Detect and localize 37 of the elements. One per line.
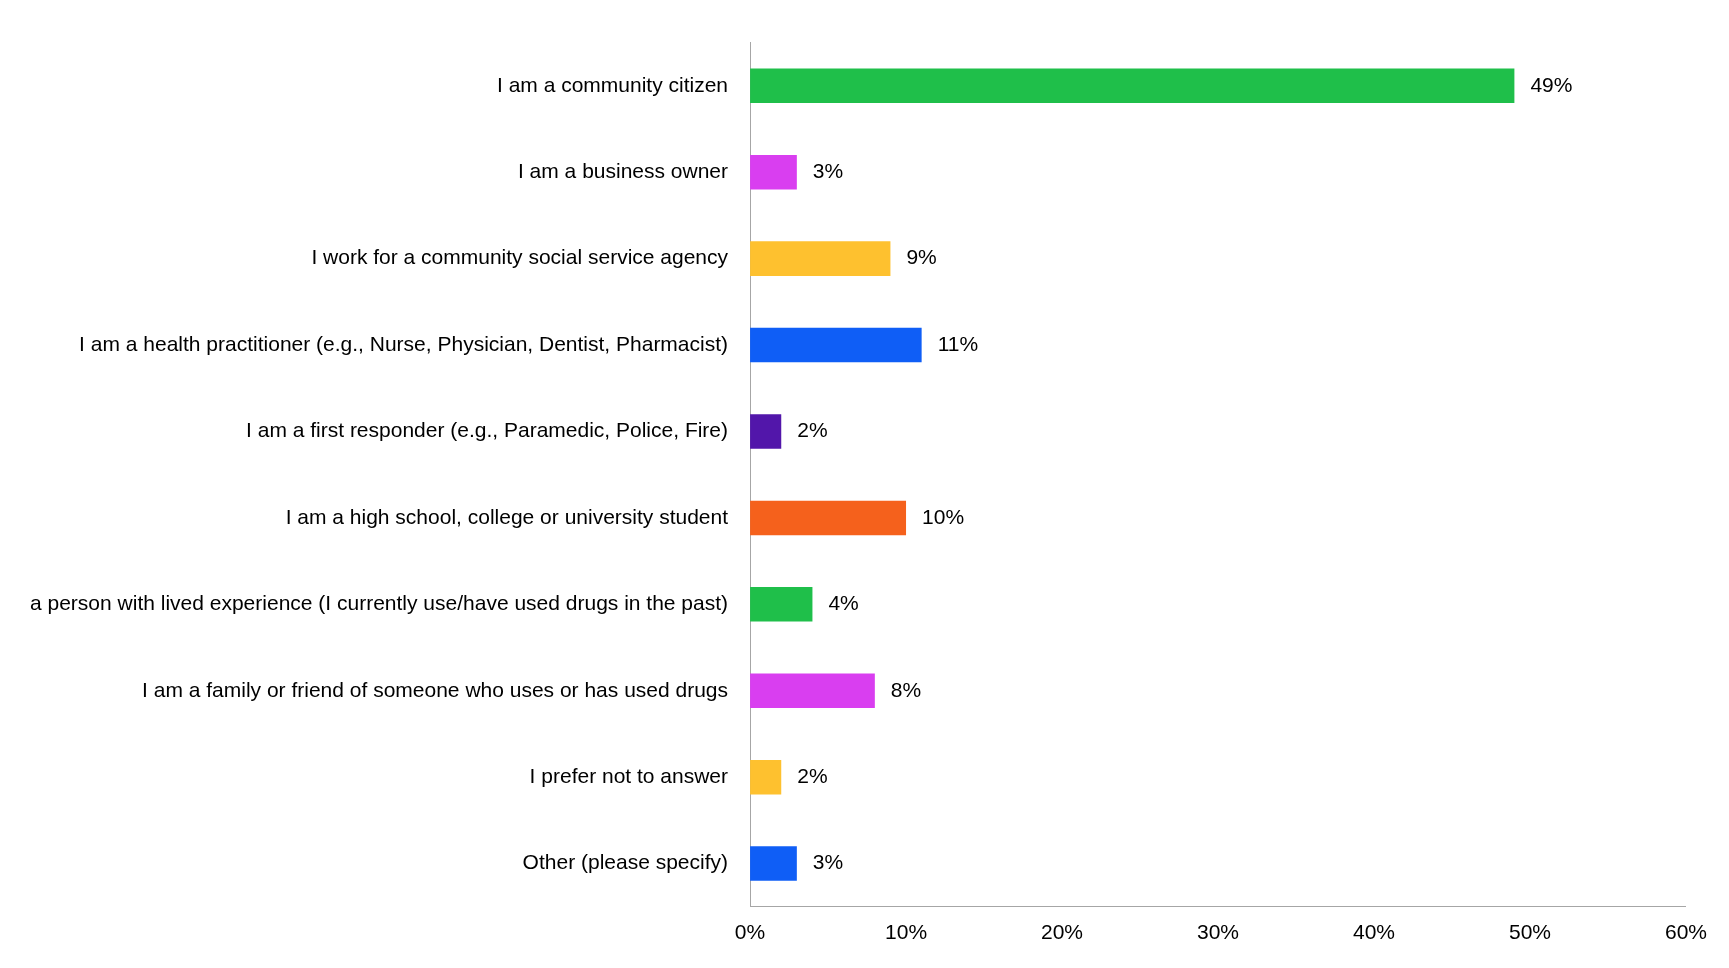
bar: [750, 327, 922, 363]
data-label: 9%: [906, 245, 937, 269]
y-tick-label: I am a community citizen: [496, 72, 729, 96]
x-tick-label: 50%: [1508, 920, 1552, 944]
bar: [750, 414, 782, 449]
bar: [750, 759, 782, 795]
y-tick-label: I work for a community social service agency: [311, 245, 729, 269]
y-tick-label: a person with lived experience (I currently use/have used drugs in the past): [30, 591, 729, 615]
data-label: 49%: [1530, 72, 1573, 96]
x-tick-label: 40%: [1352, 920, 1396, 944]
x-tick-label: 0%: [734, 920, 766, 944]
data-label: 8%: [890, 677, 922, 701]
bar: [750, 241, 891, 276]
data-label: 10%: [922, 504, 965, 528]
data-label: 2%: [797, 418, 828, 442]
data-label: 3%: [812, 850, 844, 874]
y-tick-label: I am a first responder (e.g., Paramedic, Police, Fire): [246, 418, 729, 442]
x-tick-label: 60%: [1664, 920, 1707, 944]
bar: [750, 587, 813, 622]
bar: [750, 154, 797, 190]
y-tick-label: I am a business owner: [517, 159, 729, 183]
y-tick-label: Other (please specify): [522, 850, 729, 874]
data-label: 3%: [812, 159, 844, 183]
bar: [750, 846, 797, 881]
x-tick-label: 30%: [1197, 920, 1240, 944]
y-tick-label: I am a family or friend of someone who uses or has used drugs: [142, 677, 729, 701]
y-tick-label: I prefer not to answer: [529, 763, 729, 787]
x-tick-label: 10%: [885, 920, 928, 944]
bar: [750, 68, 1515, 104]
y-tick-label: I am a high school, college or university student: [285, 504, 729, 528]
data-label: 4%: [828, 591, 859, 615]
y-tick-label: I am a health practitioner (e.g., Nurse, Physician, Dentist, Pharmacist): [79, 331, 729, 355]
bar: [750, 673, 875, 709]
bar: [750, 500, 907, 536]
data-label: 2%: [797, 763, 828, 787]
x-tick-label: 20%: [1041, 920, 1084, 944]
data-label: 11%: [937, 331, 979, 355]
